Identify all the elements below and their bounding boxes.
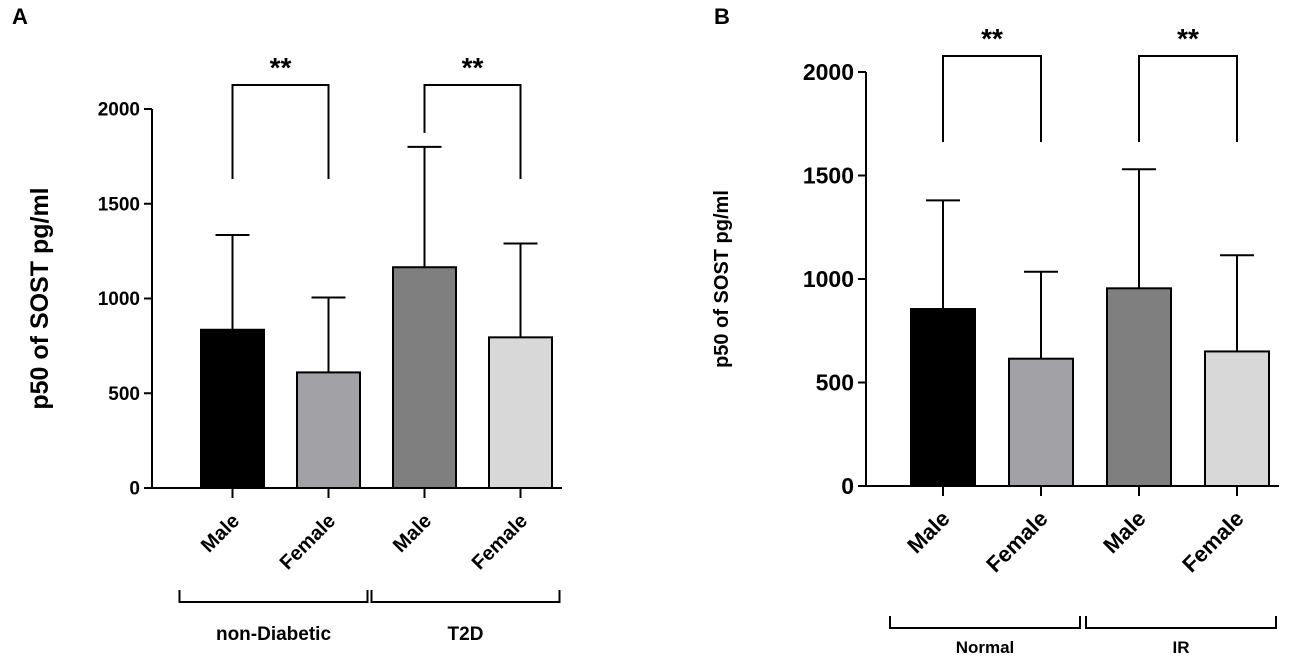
category-label: Female: [276, 510, 340, 574]
y-tick-label: 2000: [98, 100, 140, 121]
chart-panel-a: 0 500 1000 1500 2000 p50 of SOST pg/ml Male Fem…: [26, 52, 562, 645]
y-tick-label: 1500: [803, 163, 854, 189]
significance-bracket: [231, 84, 330, 179]
panel-label-a: A: [12, 4, 28, 29]
significance-bracket: [423, 84, 522, 179]
significance-bracket: [1138, 55, 1238, 142]
y-axis-title: p50 of SOST pg/ml: [711, 190, 733, 368]
y-tick-label: 500: [816, 370, 854, 396]
panel-label-b: B: [714, 4, 730, 29]
group-label: Normal: [956, 638, 1015, 657]
y-tick-label: 0: [129, 479, 140, 500]
y-tick-label: 500: [108, 384, 140, 405]
category-label: Female: [1177, 506, 1248, 577]
bar-2: [296, 371, 361, 489]
y-tick-label: 1000: [98, 289, 140, 310]
category-label: Female: [468, 510, 532, 574]
y-tick-label: 1500: [98, 194, 140, 215]
category-label: Male: [1098, 506, 1150, 558]
bar-3: [1106, 287, 1172, 487]
group-bracket: [178, 590, 369, 603]
group-label: IR: [1173, 638, 1190, 657]
category-label: Male: [389, 510, 436, 557]
category-label: Male: [197, 510, 244, 557]
y-tick-label: 1000: [803, 266, 854, 292]
chart-panel-b: 0 500 1000 1500 2000 p50 of SOST pg/ml Male Fem…: [711, 23, 1279, 657]
significance-label: **: [1177, 23, 1199, 54]
bar-3: [392, 266, 457, 490]
bar-4: [1204, 350, 1270, 488]
bar-4: [488, 336, 553, 489]
category-label: Female: [981, 506, 1052, 577]
significance-label: **: [270, 52, 292, 83]
y-tick-label: 2000: [803, 59, 854, 85]
bar-2: [1008, 357, 1074, 488]
y-axis-title: p50 of SOST pg/ml: [26, 187, 54, 409]
group-bracket: [370, 590, 561, 603]
significance-bracket: [942, 55, 1042, 142]
group-bracket: [889, 616, 1081, 629]
category-label: Male: [902, 506, 954, 558]
y-tick-label: 0: [841, 473, 854, 499]
significance-label: **: [462, 52, 484, 83]
group-label: T2D: [448, 624, 484, 645]
bar-1: [910, 308, 976, 488]
group-label: non-Diabetic: [216, 624, 331, 645]
bar-1: [200, 328, 265, 489]
significance-label: **: [981, 23, 1003, 54]
group-bracket: [1085, 616, 1277, 629]
